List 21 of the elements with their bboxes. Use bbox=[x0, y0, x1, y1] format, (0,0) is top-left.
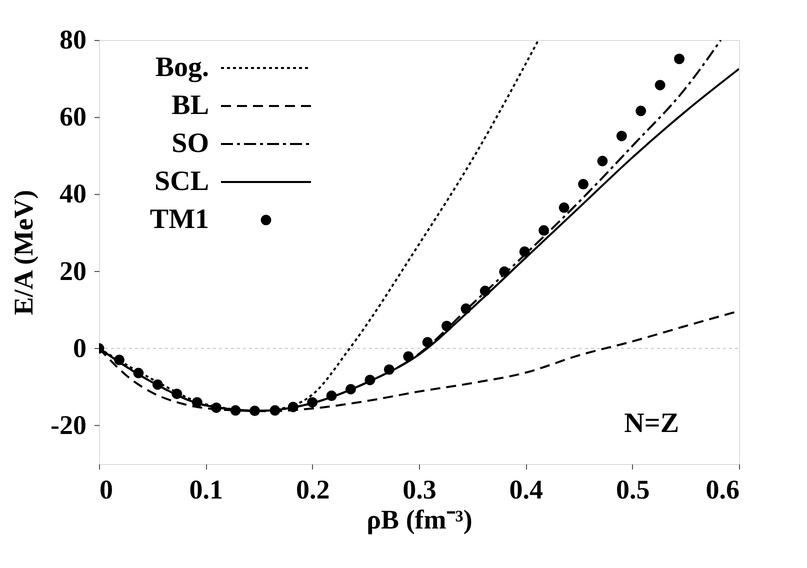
x-tick-label: 0.4 bbox=[509, 474, 544, 504]
y-tick-label: -20 bbox=[50, 410, 86, 440]
legend-label: SCL bbox=[154, 166, 209, 197]
x-tick-label: 0 bbox=[100, 474, 113, 504]
legend-label: SO bbox=[172, 128, 209, 159]
legend-label: Bog. bbox=[155, 52, 209, 83]
x-tick-label: 0.1 bbox=[189, 474, 224, 504]
y-tick-label: 0 bbox=[73, 332, 86, 363]
x-tick-label: 0.6 bbox=[706, 474, 740, 504]
y-tick-label: 80 bbox=[60, 24, 86, 54]
x-tick-label: 0.5 bbox=[616, 474, 650, 504]
legend-label: TM1 bbox=[150, 204, 209, 235]
x-axis-title: ρB (fm⁻³) bbox=[366, 504, 472, 534]
legend-label: BL bbox=[172, 90, 209, 121]
x-tick-label: 0.3 bbox=[402, 474, 436, 504]
y-axis-title: E/A (MeV) bbox=[8, 190, 39, 316]
y-tick-label: 60 bbox=[60, 102, 86, 132]
y-tick-label: 40 bbox=[60, 178, 86, 209]
y-tick-label: 20 bbox=[60, 256, 86, 286]
annotation: N=Z bbox=[624, 408, 679, 439]
x-tick-label: 0.2 bbox=[296, 474, 330, 504]
